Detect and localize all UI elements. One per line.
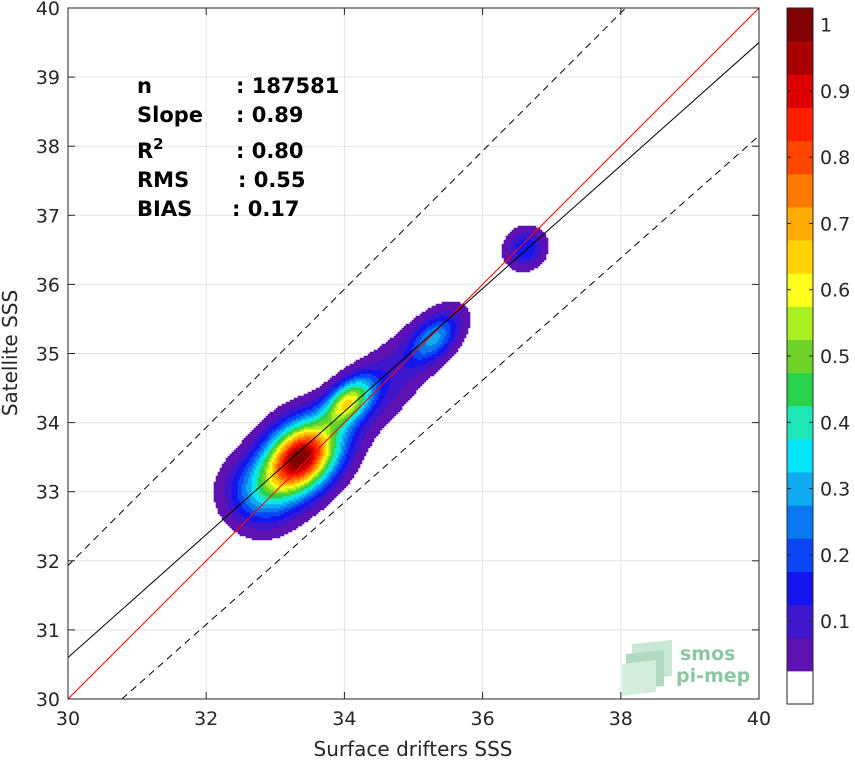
y-axis-label: Satellite SSS	[0, 290, 22, 416]
colorbar-band	[787, 306, 813, 340]
stat-label: BIAS	[137, 197, 192, 221]
stat-value: : 0.55	[238, 168, 306, 192]
colorbar-band	[787, 670, 813, 705]
y-tick-label: 40	[36, 0, 60, 20]
reference-lines	[68, 8, 759, 699]
colorbar-band	[787, 405, 813, 440]
regression-line	[68, 42, 759, 658]
colorbar-band	[787, 538, 813, 572]
colorbar-band	[787, 206, 813, 241]
colorbar-band	[787, 438, 813, 473]
colorbar-band	[787, 505, 813, 539]
colorbar-tick-label: 0.3	[820, 479, 850, 501]
colorbar-ticks: 0.1 0.2 0.3 0.4 0.5 0.6 0.7 0.8 0.9 1	[787, 15, 850, 633]
colorbar-tick-label: 0.8	[820, 147, 850, 169]
colorbar-tick-label: 0.4	[820, 412, 850, 434]
colorbar-tick-label: 0.2	[820, 545, 850, 567]
colorbar-band	[787, 140, 813, 175]
y-tick-label: 36	[36, 274, 60, 296]
stat-label: Slope	[137, 103, 203, 127]
colorbar-band	[787, 372, 813, 407]
watermark-line1: smos	[680, 643, 735, 665]
y-tick-label: 33	[36, 482, 60, 504]
y-tick-label: 39	[36, 67, 60, 89]
colorbar-band	[787, 107, 813, 142]
stat-value: : 0.89	[236, 103, 304, 127]
x-tick-label: 30	[56, 708, 80, 730]
colorbar-band	[787, 41, 813, 75]
stats-box: n : 187581 Slope : 0.89 R2 : 0.80 RMS : 0.55 BIA…	[137, 74, 339, 221]
colorbar-band	[787, 571, 813, 606]
stat-value: : 187581	[236, 74, 339, 98]
x-tick-label: 36	[471, 708, 495, 730]
colorbar-band	[787, 339, 813, 374]
colorbar-tick-label: 0.6	[820, 280, 850, 302]
axis-ticks: 30 32 34 36 38 40 30 31 32 33 34 35 36 37 38 39 40	[36, 0, 771, 730]
y-tick-label: 37	[36, 205, 60, 227]
colorbar-tick-label: 1	[820, 15, 832, 37]
y-tick-label: 35	[36, 344, 60, 366]
colorbar-tick-label: 0.9	[820, 81, 850, 103]
colorbar-band	[787, 472, 813, 506]
y-tick-label: 30	[36, 689, 60, 711]
colorbar-band	[787, 173, 813, 208]
y-tick-label: 31	[36, 620, 60, 642]
colorbar-band	[787, 273, 813, 307]
lower-bound-line	[121, 135, 759, 699]
colorbar	[787, 8, 813, 705]
identity-line	[68, 8, 759, 699]
x-tick-label: 34	[332, 708, 356, 730]
density-contours	[213, 225, 549, 541]
watermark-line2: pi-mep	[676, 665, 750, 687]
y-tick-label: 34	[36, 413, 60, 435]
stat-value: : 0.17	[232, 197, 300, 221]
colorbar-band	[787, 74, 813, 108]
x-tick-label: 32	[194, 708, 218, 730]
x-tick-label: 38	[609, 708, 633, 730]
colorbar-tick-label: 0.5	[820, 346, 850, 368]
y-tick-label: 38	[36, 136, 60, 158]
grid-lines	[67, 7, 760, 700]
colorbar-band	[787, 637, 813, 672]
stat-label: RMS	[137, 168, 189, 192]
watermark: smos pi-mep	[622, 640, 750, 696]
colorbar-tick-label: 0.1	[820, 611, 850, 633]
stat-value: : 0.80	[236, 139, 304, 163]
stat-label: n	[137, 74, 152, 98]
y-tick-label: 32	[36, 551, 60, 573]
x-axis-label: Surface drifters SSS	[314, 737, 513, 761]
watermark-logo-icon	[622, 640, 672, 696]
colorbar-band	[787, 8, 813, 42]
x-tick-label: 40	[747, 708, 771, 730]
stat-label: R2	[137, 135, 164, 163]
colorbar-band	[787, 240, 813, 274]
colorbar-tick-label: 0.7	[820, 213, 850, 235]
upper-bound-line	[68, 8, 627, 566]
colorbar-band	[787, 604, 813, 639]
